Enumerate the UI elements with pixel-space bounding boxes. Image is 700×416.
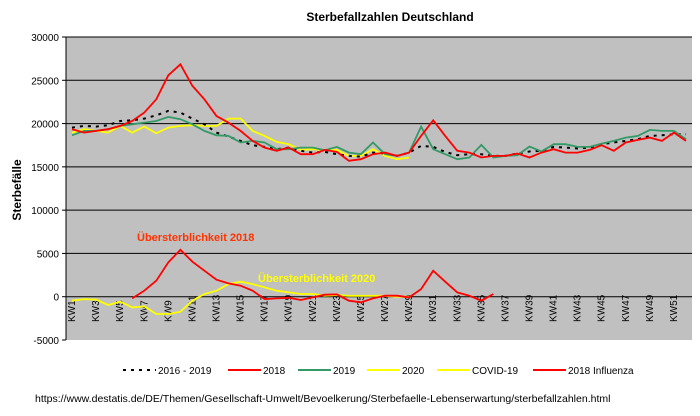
- x-tick-label: KW1: [67, 300, 78, 322]
- x-tick-label: KW51: [669, 294, 680, 322]
- x-tick-label: KW35: [476, 294, 487, 322]
- x-tick-label: KW19: [284, 294, 295, 322]
- x-tick-label: KW27: [380, 294, 391, 322]
- x-tick-label: KW29: [404, 294, 415, 322]
- y-tick-label: 30000: [31, 33, 59, 44]
- x-tick-label: KW31: [428, 294, 439, 322]
- y-tick-label: 25000: [31, 76, 59, 87]
- x-tick-label: KW39: [524, 294, 535, 322]
- x-tick-label: KW43: [573, 294, 584, 322]
- x-tick-label: KW3: [91, 300, 102, 322]
- y-tick-label: 20000: [31, 120, 59, 131]
- x-tick-label: KW9: [163, 300, 174, 322]
- x-tick-label: KW49: [645, 294, 656, 322]
- chart-title: Sterbefallzahlen Deutschland: [306, 10, 473, 24]
- series-line-2019: [71, 115, 687, 161]
- x-tick-label: KW25: [356, 294, 367, 322]
- x-tick-label: KW47: [621, 294, 632, 322]
- legend-label: 2018 Influenza: [568, 366, 634, 377]
- x-tick-label: KW17: [260, 294, 271, 322]
- source-url: https://www.destatis.de/DE/Themen/Gesell…: [35, 393, 610, 405]
- plot-area: [66, 37, 692, 340]
- annotation-2020: Übersterblichkeit 2020: [258, 272, 375, 285]
- series-line-2018: [71, 62, 687, 162]
- y-axis-label: Sterbefälle: [10, 159, 24, 221]
- x-tick-label: KW45: [597, 294, 608, 322]
- x-tick-label: KW7: [139, 300, 150, 322]
- x-tick-label: KW5: [115, 300, 126, 322]
- series-line-2018-influenza: [131, 248, 494, 304]
- legend-label: COVID-19: [472, 366, 519, 377]
- legend-label: 2016 - 2019: [158, 366, 212, 377]
- y-tick-label: 15000: [31, 163, 59, 174]
- x-tick-label: KW23: [332, 294, 343, 322]
- x-tick-label: KW21: [308, 294, 319, 322]
- legend-label: 2018: [263, 366, 286, 377]
- x-tick-label: KW37: [500, 294, 511, 322]
- annotation-2018: Übersterblichkeit 2018: [137, 231, 254, 244]
- legend-label: 2020: [402, 366, 425, 377]
- y-tick-label: 5000: [37, 249, 60, 260]
- series-line-covid-19: [71, 280, 410, 315]
- legend-label: 2019: [333, 366, 356, 377]
- series-line-2016-2019: [71, 109, 686, 158]
- y-tick-label: 0: [53, 293, 59, 304]
- y-tick-label: 10000: [31, 206, 59, 217]
- x-tick-label: KW15: [236, 294, 247, 322]
- x-tick-label: KW13: [211, 294, 222, 322]
- x-tick-label: KW11: [187, 295, 198, 322]
- x-tick-label: KW41: [549, 294, 560, 322]
- x-tick-label: KW33: [452, 294, 463, 322]
- y-tick-label: -5000: [33, 336, 59, 347]
- series-line-2020: [71, 117, 410, 161]
